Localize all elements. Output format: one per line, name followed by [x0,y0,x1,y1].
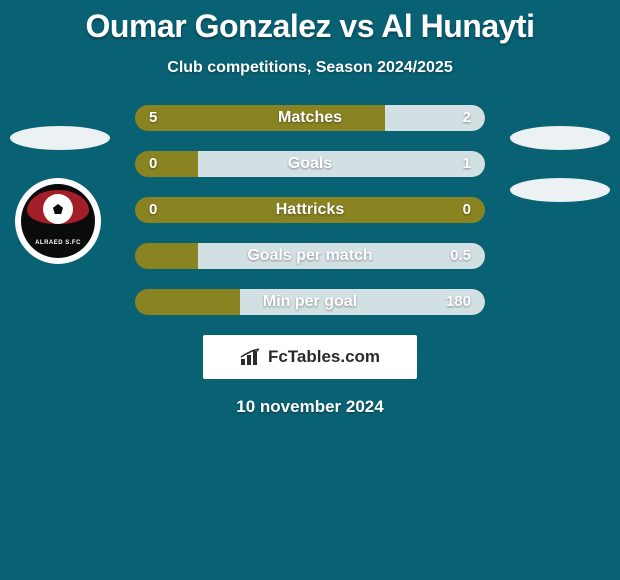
fctables-logo: FcTables.com [203,335,417,379]
stat-row: 0Hattricks0 [135,197,485,223]
value-right: 180 [446,289,471,315]
stat-row: Goals per match0.5 [135,243,485,269]
stat-label: Matches [135,105,485,131]
date-label: 10 november 2024 [0,397,620,417]
stat-row: 0Goals1 [135,151,485,177]
value-right: 1 [463,151,471,177]
stat-label: Goals [135,151,485,177]
stat-row: Min per goal180 [135,289,485,315]
comparison-chart: 5Matches20Goals10Hattricks0Goals per mat… [0,105,620,315]
value-right: 2 [463,105,471,131]
stat-label: Goals per match [135,243,485,269]
subtitle: Club competitions, Season 2024/2025 [0,59,620,77]
bar-chart-icon [240,348,262,366]
value-right: 0 [463,197,471,223]
logo-text: FcTables.com [268,347,380,367]
value-right: 0.5 [450,243,471,269]
stat-row: 5Matches2 [135,105,485,131]
page-title: Oumar Gonzalez vs Al Hunayti [0,0,620,45]
stat-label: Min per goal [135,289,485,315]
stat-label: Hattricks [135,197,485,223]
